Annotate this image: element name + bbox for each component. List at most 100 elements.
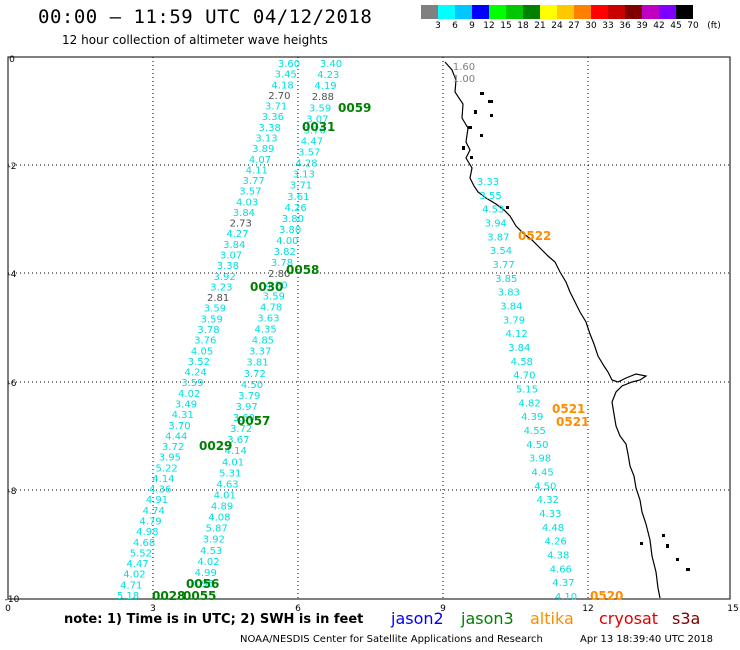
wave-height-value: 3.71 bbox=[265, 102, 287, 113]
wave-height-value: 4.95 bbox=[192, 579, 214, 590]
wave-height-value: 2.88 bbox=[312, 92, 334, 103]
wave-height-value: 4.23 bbox=[317, 70, 339, 81]
legend-item-cryosat: cryosat bbox=[599, 609, 659, 628]
color-scale-tick: 36 bbox=[619, 21, 631, 31]
wave-height-value: 4.47 bbox=[301, 136, 323, 147]
wave-height-value: 4.08 bbox=[208, 513, 230, 524]
color-scale-tick: 12 bbox=[483, 21, 495, 31]
wave-height-value: 4.01 bbox=[214, 490, 236, 501]
color-scale-tick: 70 bbox=[687, 21, 699, 31]
wave-height-value: 3.77 bbox=[242, 176, 264, 187]
wave-height-value: 3.67 bbox=[227, 435, 249, 446]
wave-height-value: 4.98 bbox=[136, 527, 158, 538]
color-scale-tick: 18 bbox=[517, 21, 529, 31]
wave-height-value: 4.18 bbox=[271, 80, 293, 91]
color-swatch bbox=[421, 5, 438, 19]
wave-height-value: 3.71 bbox=[290, 181, 312, 192]
wave-height-value: 3.33 bbox=[477, 177, 499, 188]
color-swatch bbox=[574, 5, 591, 19]
wave-height-value: 3.89 bbox=[252, 144, 274, 155]
track-b-labels: 3.404.234.192.883.593.073.764.473.574.28… bbox=[192, 59, 342, 590]
pass-time-label: 0522 bbox=[518, 229, 551, 243]
wave-height-value: 3.38 bbox=[259, 123, 281, 134]
wave-height-value: 4.26 bbox=[544, 537, 566, 548]
wave-height-value: 3.55 bbox=[479, 191, 501, 202]
wave-height-value: 4.44 bbox=[165, 431, 187, 442]
y-tick-label: -8 bbox=[8, 487, 17, 497]
wave-height-value: 3.78 bbox=[271, 258, 293, 269]
y-tick-label: -6 bbox=[8, 379, 17, 389]
wave-height-value: 3.70 bbox=[168, 421, 190, 432]
wave-height-value: 4.55 bbox=[524, 426, 546, 437]
wave-height-value: 4.82 bbox=[518, 398, 540, 409]
wave-height-value: 3.79 bbox=[503, 315, 525, 326]
wave-height-value: 3.72 bbox=[230, 424, 252, 435]
pass-time-label: 0028 bbox=[152, 589, 185, 603]
wave-height-value: 1.00 bbox=[453, 74, 475, 85]
wave-height-value: 4.10 bbox=[555, 592, 577, 603]
wave-height-value: 3.95 bbox=[159, 453, 181, 464]
legend-item-altika: altika bbox=[530, 609, 574, 628]
color-swatch bbox=[506, 5, 523, 19]
wave-height-value: 1.60 bbox=[453, 62, 475, 73]
color-scale-tick: 33 bbox=[602, 21, 614, 31]
wave-height-value: 3.59 bbox=[263, 291, 285, 302]
wave-height-value: 4.50 bbox=[526, 440, 548, 451]
wave-height-value: 4.50 bbox=[241, 380, 263, 391]
legend-item-jason3: jason3 bbox=[461, 609, 514, 628]
y-tick-label: 0 bbox=[9, 55, 15, 65]
wave-height-value: 4.31 bbox=[172, 410, 194, 421]
wave-height-value: 5.31 bbox=[219, 468, 241, 479]
x-tick-label: 9 bbox=[440, 604, 446, 614]
wave-height-value: 4.36 bbox=[149, 485, 171, 496]
y-tick-label: -10 bbox=[5, 595, 20, 605]
wave-height-value: 4.50 bbox=[534, 481, 556, 492]
pass-time-label: 0030 bbox=[250, 280, 283, 294]
wave-height-value: 3.38 bbox=[217, 261, 239, 272]
wave-height-value: 4.01 bbox=[222, 457, 244, 468]
x-tick-label: 12 bbox=[582, 604, 593, 614]
wave-height-value: 4.58 bbox=[511, 357, 533, 368]
color-swatch bbox=[625, 5, 642, 19]
color-scale-tick: (ft) bbox=[707, 21, 721, 31]
wave-height-value: 3.13 bbox=[293, 170, 315, 181]
color-swatch bbox=[557, 5, 574, 19]
wave-height-value: 4.27 bbox=[226, 229, 248, 240]
agency-credit: NOAA/NESDIS Center for Satellite Applica… bbox=[240, 634, 543, 645]
wave-height-value: 2.81 bbox=[207, 293, 229, 304]
track-a-labels: 3.603.454.182.703.713.363.383.133.894.07… bbox=[117, 59, 300, 602]
wave-height-value: 5.22 bbox=[156, 463, 178, 474]
color-swatch bbox=[642, 5, 659, 19]
wave-height-value: 3.76 bbox=[194, 336, 216, 347]
x-tick-label: 15 bbox=[727, 604, 738, 614]
pass-time-label: 0031 bbox=[302, 120, 335, 134]
wave-height-value: 3.59 bbox=[204, 304, 226, 315]
wave-height-value: 3.79 bbox=[238, 391, 260, 402]
pass-time-label: 0057 bbox=[237, 414, 270, 428]
wave-height-value: 4.05 bbox=[191, 346, 213, 357]
wave-height-value: 4.79 bbox=[139, 517, 161, 528]
wave-height-value: 4.99 bbox=[195, 568, 217, 579]
wave-height-value: 3.61 bbox=[287, 192, 309, 203]
wave-height-value: 4.32 bbox=[537, 495, 559, 506]
wave-height-value: 2.80 bbox=[268, 269, 290, 280]
y-tick-label: -2 bbox=[8, 162, 17, 172]
wave-height-value: 4.02 bbox=[123, 570, 145, 581]
color-swatch bbox=[523, 5, 540, 19]
color-swatch bbox=[540, 5, 557, 19]
wave-height-value: 3.92 bbox=[213, 272, 235, 283]
wave-height-value: 4.35 bbox=[255, 325, 277, 336]
wave-height-value: 4.45 bbox=[531, 468, 553, 479]
wave-height-value: 4.63 bbox=[216, 479, 238, 490]
wave-height-value: 4.53 bbox=[200, 546, 222, 557]
pass-time-label: 0056 bbox=[186, 577, 219, 591]
wave-height-value: 3.37 bbox=[249, 347, 271, 358]
wave-height-value: 3.72 bbox=[162, 442, 184, 453]
wave-height-value: 3.84 bbox=[508, 343, 530, 354]
pass-time-label: 0058 bbox=[286, 263, 319, 277]
wave-height-value: 3.94 bbox=[485, 219, 507, 230]
color-scale-tick: 21 bbox=[534, 21, 546, 31]
legend-item-jason2: jason2 bbox=[391, 609, 444, 628]
wave-height-value: 4.26 bbox=[284, 203, 306, 214]
wave-height-value: 4.20 bbox=[265, 280, 287, 291]
